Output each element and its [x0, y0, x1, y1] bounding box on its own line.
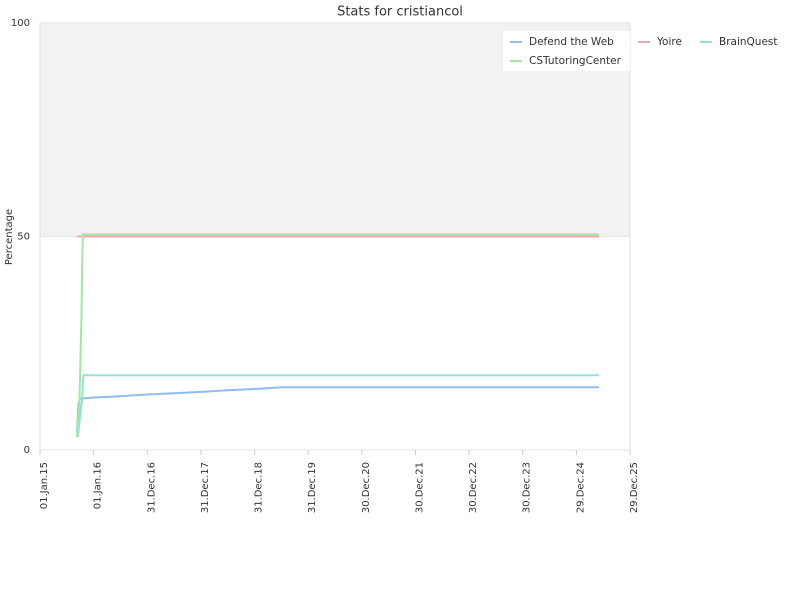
x-tick-label: 31.Dec.18	[254, 462, 265, 513]
legend-label: CSTutoringCenter	[529, 55, 622, 67]
legend-box	[503, 31, 630, 71]
y-tick-label: 100	[11, 18, 30, 29]
x-tick-label: 30.Dec.20	[361, 462, 372, 513]
legend-label: Yoire	[656, 36, 682, 48]
x-tick-label: 30.Dec.21	[414, 462, 425, 513]
x-tick-label: 29.Dec.24	[575, 462, 586, 513]
x-tick-label: 01.Jan.15	[39, 462, 50, 509]
y-tick-label: 50	[17, 232, 30, 243]
legend-label: BrainQuest	[719, 36, 778, 48]
x-tick-label: 30.Dec.23	[522, 462, 533, 513]
series-line	[76, 374, 599, 438]
y-axis-label: Percentage	[4, 209, 15, 265]
x-tick-label: 30.Dec.22	[468, 462, 479, 513]
x-tick-label: 31.Dec.17	[200, 462, 211, 513]
y-tick-label: 0	[24, 445, 30, 456]
legend-label: Defend the Web	[529, 36, 614, 48]
series-line	[76, 233, 599, 438]
x-tick-label: 31.Dec.19	[307, 462, 318, 513]
chart-title: Stats for cristiancol	[337, 5, 463, 20]
x-tick-label: 31.Dec.16	[146, 462, 157, 513]
series-line	[76, 386, 599, 433]
x-tick-label: 01.Jan.16	[93, 462, 104, 509]
x-tick-label: 29.Dec.25	[629, 462, 640, 513]
